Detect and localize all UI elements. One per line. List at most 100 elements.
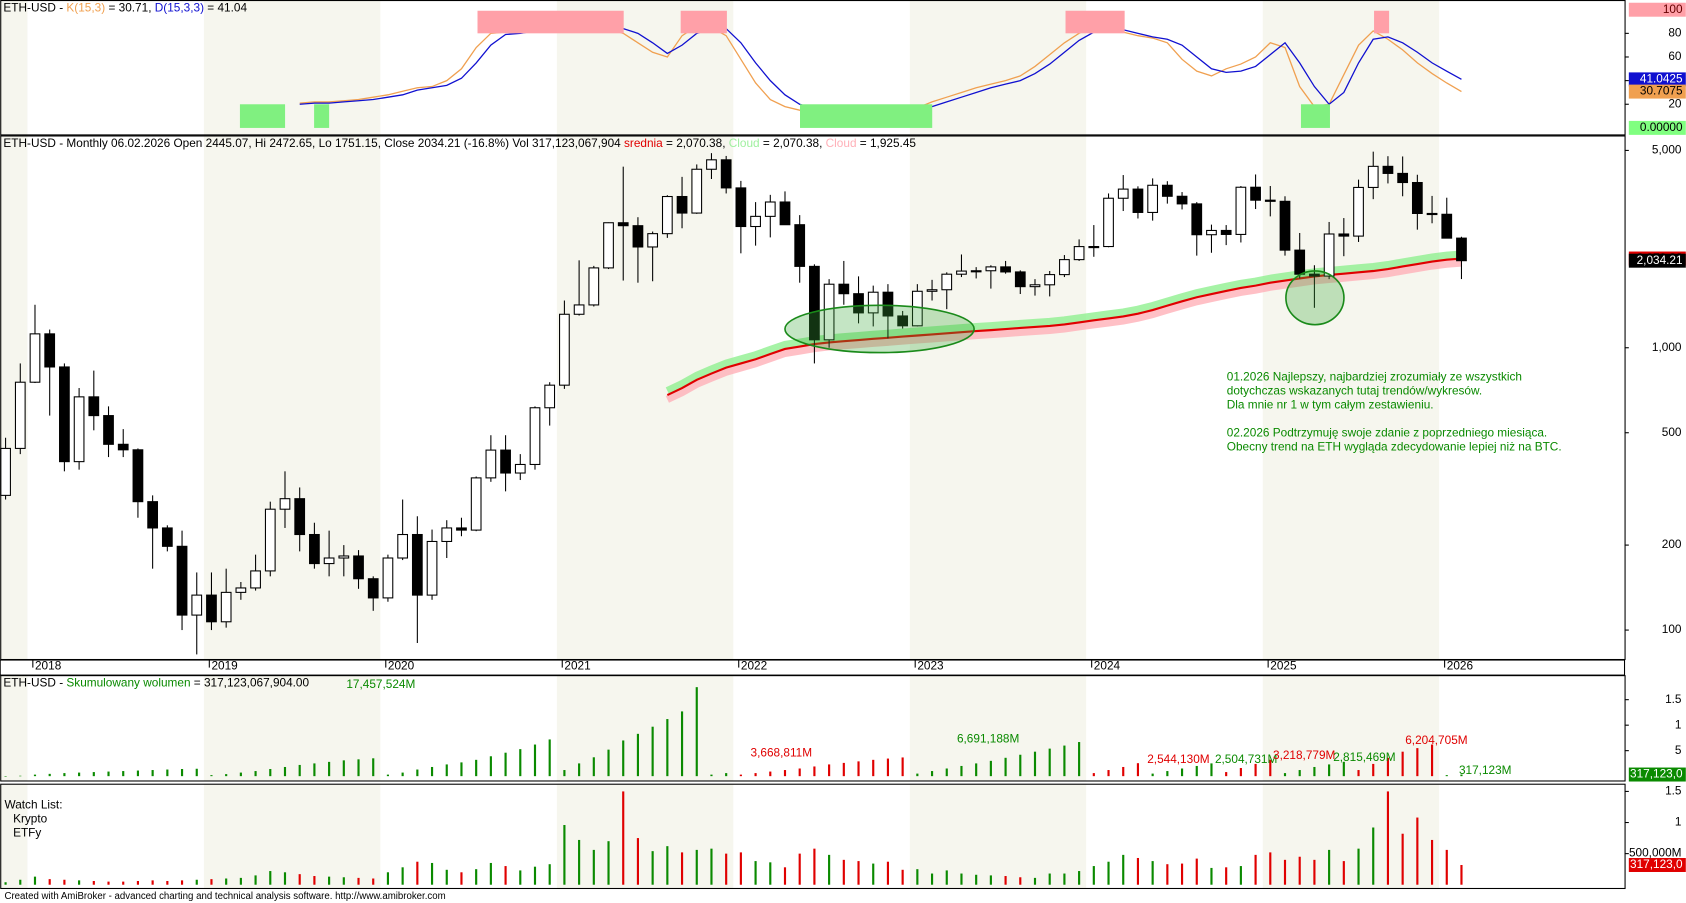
volume-bar	[1210, 867, 1213, 885]
candle-body	[14, 381, 26, 449]
x-tick-label: 2020	[388, 659, 415, 673]
volume-bar	[19, 775, 22, 777]
volume-bar	[401, 772, 404, 777]
highlight-ellipse	[784, 304, 975, 354]
volume-bar	[48, 773, 51, 777]
volume-bar	[607, 841, 610, 885]
signal-box	[1065, 10, 1125, 34]
volume-bar	[666, 846, 669, 885]
y-tick-label: 5	[1675, 743, 1682, 757]
candle-body	[1059, 259, 1070, 276]
x-tick-label: 2021	[564, 659, 590, 673]
signal-box	[1374, 10, 1390, 34]
candle-body	[794, 224, 806, 267]
volume-bar	[504, 752, 507, 777]
candle-body	[1117, 188, 1129, 199]
header-part: = 2,070.38,	[663, 136, 729, 150]
y-tick-label: 20	[1668, 96, 1682, 110]
volume-annotation: 317,123M	[1459, 763, 1512, 777]
year-band	[909, 0, 1087, 136]
candle-body	[1323, 233, 1335, 277]
volume-bar	[1078, 742, 1081, 777]
volume-bar	[548, 739, 551, 777]
volume-bar	[578, 763, 581, 777]
volume-annotation: 2,815,469M	[1333, 750, 1395, 764]
year-band	[380, 675, 557, 782]
candle-body	[559, 313, 570, 386]
volume-bar	[725, 853, 728, 885]
volume-bar	[960, 765, 963, 777]
candle-body	[456, 527, 467, 531]
y-tick-label: 500	[1662, 425, 1682, 439]
header-part: ETH-USD -	[3, 676, 66, 690]
volume-bar	[754, 773, 757, 777]
volume-bar	[769, 771, 772, 777]
volume-bar	[166, 769, 169, 777]
year-band	[380, 135, 557, 661]
volume-bar	[225, 774, 228, 777]
year-band	[909, 135, 1087, 661]
candle-body	[544, 384, 556, 409]
header-part: K(15,3)	[66, 1, 105, 15]
signal-box	[477, 10, 624, 34]
volume-bar	[1048, 748, 1051, 777]
axis-marker-box	[1628, 2, 1686, 17]
volume-bar	[1225, 867, 1228, 885]
volume-bar	[386, 872, 390, 885]
year-band	[27, 135, 204, 661]
candle-body	[191, 594, 203, 616]
volume-bar	[872, 863, 875, 885]
volume-bar	[180, 880, 184, 885]
volume-bar	[636, 733, 640, 777]
watch-list-item[interactable]: Krypto	[13, 811, 48, 825]
volume-bar	[1019, 754, 1022, 777]
volume-bar	[504, 866, 507, 885]
volume-bar	[1033, 751, 1037, 777]
volume-bar	[651, 851, 654, 885]
volume-bar	[857, 761, 860, 777]
volume-bar	[475, 869, 478, 885]
year-band	[1439, 135, 1616, 661]
volume-bar	[533, 744, 537, 777]
volume-bar	[930, 873, 934, 885]
volume-bar	[975, 874, 978, 885]
candle-body	[353, 555, 364, 580]
volume-bar	[1195, 858, 1198, 885]
candle-body	[1441, 213, 1453, 239]
volume-bar	[19, 879, 22, 885]
volume-bar	[151, 770, 154, 777]
candle-body	[735, 187, 747, 228]
volume-bar	[33, 876, 37, 885]
volume-annotation: 6,691,188M	[957, 732, 1019, 746]
candle-body	[1147, 184, 1159, 213]
volume-bar	[357, 759, 360, 777]
volume-bar	[945, 768, 948, 777]
watch-list-item[interactable]: ETFy	[13, 825, 41, 839]
candle-body	[73, 396, 85, 463]
volume-bar	[430, 766, 434, 777]
candle-body	[44, 333, 56, 368]
volume-bar	[313, 763, 316, 777]
annotation-line: 02.2026 Podtrzymuję swoje zdanie z poprz…	[1227, 425, 1547, 439]
volume-bar	[401, 867, 404, 885]
candle-body	[1250, 186, 1261, 201]
signal-box	[1300, 104, 1330, 128]
volume-bar	[78, 880, 81, 885]
candle-body	[706, 159, 717, 170]
background	[0, 0, 1616, 890]
volume-bar	[386, 774, 390, 777]
header-part: srednia	[624, 136, 663, 150]
candle-body	[897, 315, 909, 327]
candle-body	[956, 270, 967, 275]
volume-bar	[1328, 764, 1331, 777]
volume-bar	[1445, 849, 1448, 885]
volume-bar	[578, 839, 581, 885]
volume-bar	[592, 757, 595, 777]
volume-bar	[180, 769, 184, 777]
year-band	[1262, 783, 1440, 890]
volume-bar	[695, 687, 698, 777]
candle-body	[676, 195, 688, 214]
volume-bar	[166, 880, 169, 885]
volume-bar	[372, 758, 375, 777]
